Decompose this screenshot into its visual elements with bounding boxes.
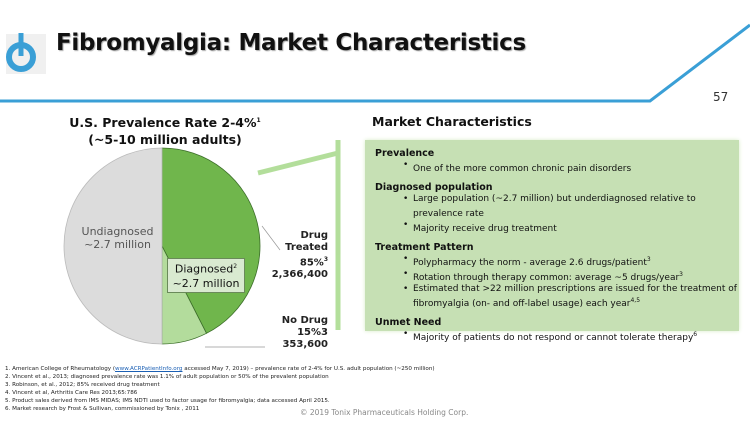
label-drug-treated: Drug Treated 85%3 2,366,400 — [250, 230, 328, 281]
bullet-sup: 4,5 — [630, 297, 641, 304]
bullet-text: Majority receive drug treatment — [413, 224, 557, 234]
bullet-sup: 6 — [693, 331, 698, 338]
undiagnosed-value: ~2.7 million — [84, 238, 151, 251]
acr-link[interactable]: www.ACRPatientInfo.org — [115, 366, 183, 372]
bullet-item: Large population (~2.7 million) but unde… — [403, 194, 739, 220]
footnotes: 1. American College of Rheumatology (www… — [5, 365, 435, 413]
diagnosed-value: ~2.7 million — [172, 276, 240, 290]
bullet-list: Polypharmacy the norm - average 2.6 drug… — [375, 254, 739, 310]
bullet-sup: 3 — [679, 271, 683, 278]
section-heading: Prevalence — [375, 148, 435, 159]
footnote-1-pre: 1. American College of Rheumatology ( — [5, 366, 116, 372]
bullet-text: Majority of patients do not respond or c… — [413, 333, 694, 343]
footnote-1: 1. American College of Rheumatology (www… — [5, 365, 435, 373]
market-section: Treatment Pattern Polypharmacy the norm -… — [375, 242, 739, 310]
market-section: Diagnosed populationLarge population (~2… — [375, 182, 739, 235]
bullet-text: Rotation through therapy common: average… — [413, 273, 680, 283]
market-section: Unmet Need Majority of patients do not re… — [375, 317, 739, 344]
undiagnosed-label: Undiagnosed — [81, 225, 154, 238]
footnote: 2. Vincent et al., 2013; diagnosed preva… — [5, 374, 329, 380]
copyright: © 2019 Tonix Pharmaceuticals Holding Cor… — [300, 408, 469, 417]
callout-bracket — [257, 140, 341, 330]
bullet-text: Large population (~2.7 million) but unde… — [413, 194, 696, 219]
slice-undiagnosed — [63, 147, 163, 345]
footnote-1-post: accessed May 7, 2019) – prevalence rate … — [182, 366, 435, 372]
diagnosed-label: Diagnosed — [174, 262, 234, 276]
bullet-list: Large population (~2.7 million) but unde… — [375, 194, 739, 235]
bullet-text: One of the more common chronic pain diso… — [413, 164, 632, 174]
market-characteristics-box: Prevalence One of the more common chronic… — [365, 140, 739, 343]
section-heading: Unmet Need — [375, 317, 442, 328]
power-button-logo — [6, 33, 36, 72]
bullet-item: Rotation through therapy common: average… — [403, 269, 739, 284]
bullet-sup: 3 — [646, 256, 651, 263]
bullet-item: Polypharmacy the norm - average 2.6 drug… — [403, 254, 739, 269]
section-heading: Diagnosed population — [375, 182, 493, 193]
footnote: 4. Vincent et al, Arthritis Care Res 201… — [5, 390, 138, 396]
no-drug-percent: 15%3 — [297, 327, 328, 338]
page-title: Fibromyalgia: Market Characteristics — [56, 30, 526, 56]
drug-treated-sup: 3 — [323, 256, 328, 263]
leader-line-drug-treated — [261, 225, 281, 251]
bullet-item: Majority receive drug treatment — [403, 220, 739, 235]
chart-title: U.S. Prevalence Rate 2-4%1 (~5-10 millio… — [60, 112, 270, 148]
bullet-list: One of the more common chronic pain diso… — [375, 160, 739, 175]
no-drug-value: 353,600 — [282, 339, 328, 350]
bullet-item: Majority of patients do not respond or c… — [403, 329, 739, 344]
footnote: 3. Robinson, et al., 2012; 85% received … — [5, 382, 160, 388]
page-number: 57 — [713, 90, 729, 104]
header-rule — [0, 23, 750, 103]
drug-treated-value: 2,366,400 — [271, 269, 328, 281]
label-no-drug: No Drug 15%3 353,600 — [250, 315, 328, 351]
footnote: 6. Market research by Frost & Sullivan, … — [5, 406, 200, 412]
chart-title-text: U.S. Prevalence Rate 2-4% — [69, 115, 257, 131]
diagnosed-sup: 2 — [233, 263, 238, 270]
drug-treated-percent: 85% — [299, 257, 324, 269]
label-diagnosed: Diagnosed2 ~2.7 million — [167, 258, 245, 293]
drug-treated-label: Drug Treated — [285, 230, 328, 253]
chart-subtitle: (~5-10 million adults) — [88, 132, 242, 148]
section-heading: Treatment Pattern — [375, 242, 474, 253]
market-section: Prevalence One of the more common chronic… — [375, 148, 739, 175]
market-characteristics-title: Market Characteristics — [372, 114, 532, 129]
bullet-item: One of the more common chronic pain diso… — [403, 160, 739, 175]
bullet-list: Majority of patients do not respond or c… — [375, 329, 739, 344]
bullet-text: Polypharmacy the norm - average 2.6 drug… — [413, 258, 647, 268]
no-drug-label: No Drug — [281, 315, 328, 326]
label-undiagnosed: Undiagnosed ~2.7 million — [70, 225, 165, 251]
bullet-item: Estimated that >22 million prescriptions… — [403, 284, 739, 310]
chart-title-sup: 1 — [256, 117, 261, 124]
footnote: 5. Product sales derived from IMS MIDAS;… — [5, 398, 330, 404]
bullet-text: Estimated that >22 million prescriptions… — [413, 284, 737, 309]
